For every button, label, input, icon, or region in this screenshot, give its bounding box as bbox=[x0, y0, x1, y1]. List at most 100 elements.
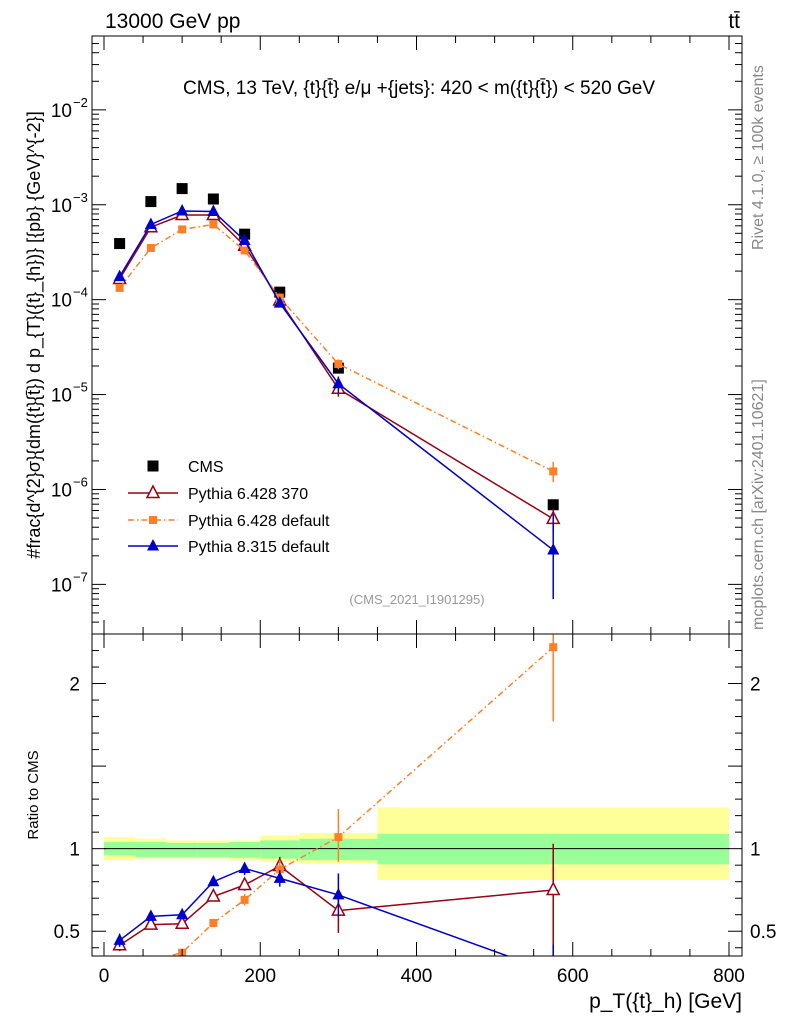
y-tick-exponent: −7 bbox=[73, 569, 88, 584]
ratio-point bbox=[237, 876, 252, 891]
data-point bbox=[334, 359, 343, 368]
ratio-point bbox=[144, 909, 157, 921]
data-point bbox=[176, 183, 188, 195]
series-3 bbox=[113, 203, 560, 600]
data-point bbox=[145, 196, 157, 208]
header-right: tt̄ bbox=[728, 10, 740, 33]
rivet-version-label: Rivet 4.1.0, ≥ 100k events bbox=[750, 65, 767, 250]
y-tick-exponent: −4 bbox=[73, 285, 88, 300]
data-point bbox=[207, 204, 220, 216]
header-left: 13000 GeV pp bbox=[105, 10, 240, 33]
legend-item: Pythia 8.315 default bbox=[128, 539, 330, 556]
uncertainty-band-inner bbox=[166, 842, 198, 857]
ratio-point bbox=[549, 643, 558, 652]
x-tick-label: 400 bbox=[401, 966, 433, 987]
ratio-line bbox=[119, 865, 554, 946]
uncertainty-band-inner bbox=[197, 842, 229, 857]
legend-item: CMS bbox=[147, 459, 224, 476]
legend-label: CMS bbox=[188, 459, 224, 476]
main-panel: 10−710−610−510−410−310−2 CMS, 13 TeV, {t… bbox=[24, 35, 743, 635]
ratio-series-2 bbox=[113, 861, 554, 956]
y-tick-exponent: −2 bbox=[73, 95, 88, 110]
ratio-y-label: Ratio to CMS bbox=[25, 750, 42, 839]
series-line bbox=[118, 214, 554, 520]
data-point bbox=[549, 467, 558, 476]
chart-title: CMS, 13 TeV, {t}{t̄} e/μ +{jets}: 420 < … bbox=[183, 78, 655, 99]
y-tick-label: 10 bbox=[51, 291, 72, 312]
y-tick-label: 10 bbox=[51, 480, 72, 501]
x-tick-label: 800 bbox=[713, 966, 745, 987]
y-tick-exponent: −5 bbox=[73, 380, 88, 395]
series-line bbox=[119, 223, 554, 473]
ratio-panel: 0.5 0.5 1 1 2 2 0 200 400 600 800 Ratio to CMS bbox=[25, 633, 776, 987]
ratio-point bbox=[273, 871, 286, 883]
ratio-point bbox=[206, 887, 221, 902]
data-point bbox=[547, 499, 559, 511]
data-point bbox=[115, 283, 124, 292]
legend-label: Pythia 6.428 default bbox=[188, 513, 330, 530]
ratio-point bbox=[113, 933, 126, 945]
legend-marker bbox=[149, 516, 157, 524]
x-tick-label: 0 bbox=[99, 966, 110, 987]
x-tick-label: 600 bbox=[557, 966, 589, 987]
series-line bbox=[118, 210, 554, 551]
mcplots-label: mcplots.cern.ch [arXiv:2401.10621] bbox=[750, 379, 767, 630]
ratio-y-tick-label-right: 2 bbox=[750, 675, 761, 696]
ratio-line bbox=[166, 646, 554, 956]
data-point bbox=[209, 220, 218, 229]
ratio-y-tick-label-right: 1 bbox=[750, 840, 761, 861]
ratio-point bbox=[275, 865, 284, 874]
data-point bbox=[332, 376, 345, 389]
data-point bbox=[114, 238, 126, 250]
ratio-line bbox=[119, 867, 510, 956]
ratio-point bbox=[240, 895, 249, 904]
legend-label: Pythia 8.315 default bbox=[188, 539, 330, 556]
y-tick-exponent: −3 bbox=[73, 190, 88, 205]
uncertainty-band-inner bbox=[229, 842, 261, 858]
ratio-point bbox=[143, 916, 159, 930]
data-point bbox=[207, 193, 219, 205]
y-tick-label: 10 bbox=[51, 386, 72, 407]
data-point bbox=[240, 246, 249, 255]
data-point bbox=[273, 296, 286, 308]
ratio-point bbox=[332, 887, 345, 900]
data-point bbox=[238, 233, 251, 246]
uncertainty-band-inner bbox=[260, 840, 300, 859]
y-tick-label: 10 bbox=[51, 101, 72, 122]
ratio-y-tick-label-right: 0.5 bbox=[750, 922, 776, 943]
ratio-point bbox=[176, 907, 189, 920]
legend-marker bbox=[145, 484, 161, 499]
legend-item: Pythia 6.428 default bbox=[128, 513, 330, 530]
data-point bbox=[176, 203, 189, 216]
ratio-point bbox=[334, 833, 343, 842]
ratio-point bbox=[174, 915, 190, 930]
ratio-point bbox=[147, 957, 155, 965]
series-2 bbox=[115, 220, 558, 482]
y-axis-label: #frac{d^{2}σ}{dm({t}{t̄}) d p_{T}({t}_{h… bbox=[24, 111, 45, 558]
analysis-tag: (CMS_2021_I1901295) bbox=[349, 592, 484, 607]
legend: CMS Pythia 6.428 370 Pythia 6.428 default P… bbox=[128, 459, 330, 556]
ratio-point bbox=[116, 959, 124, 967]
ratio-point bbox=[238, 861, 251, 873]
data-point bbox=[547, 543, 560, 555]
y-tick-label: 10 bbox=[51, 575, 72, 596]
legend-label: Pythia 6.428 370 bbox=[188, 486, 308, 503]
ratio-y-tick-label: 1 bbox=[69, 840, 80, 861]
ratio-point bbox=[207, 874, 220, 887]
data-point bbox=[146, 244, 155, 253]
x-axis-label: p_T({t}_h) [GeV] bbox=[589, 990, 742, 1013]
data-point bbox=[144, 217, 157, 229]
uncertainty-band-inner bbox=[135, 842, 167, 857]
ratio-y-tick-label: 2 bbox=[69, 675, 80, 696]
ratio-point bbox=[545, 881, 561, 896]
legend-item: Pythia 6.428 370 bbox=[128, 484, 308, 503]
legend-marker bbox=[147, 460, 159, 472]
data-point bbox=[113, 269, 126, 282]
x-tick-label: 200 bbox=[244, 966, 276, 987]
ratio-y-tick-label: 0.5 bbox=[54, 922, 80, 943]
ratio-point bbox=[209, 918, 218, 927]
y-tick-label: 10 bbox=[51, 196, 72, 217]
legend-marker bbox=[147, 539, 159, 551]
y-tick-exponent: −6 bbox=[73, 474, 88, 489]
